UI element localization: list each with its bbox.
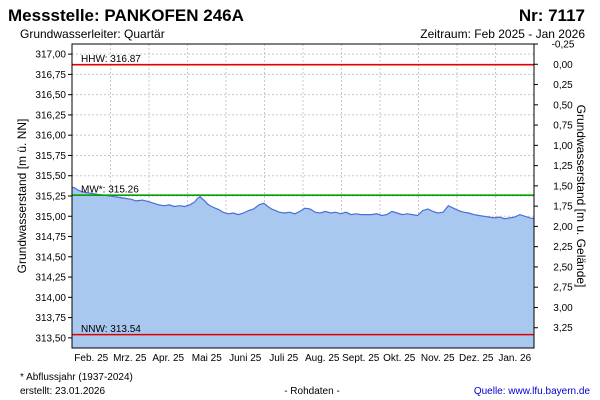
station-number: Nr: 7117 — [519, 6, 585, 25]
y2-tick-label: 0,75 — [553, 121, 573, 132]
y-tick-label: 314,75 — [35, 232, 66, 243]
x-tick-label: Mrz. 25 — [113, 353, 147, 364]
y2-tick-label: 2,50 — [553, 262, 573, 273]
y-tick-label: 313,50 — [35, 333, 66, 344]
y-axis-title: Grundwasserstand [m ü. NN] — [15, 119, 29, 274]
y2-tick-label: 1,25 — [553, 161, 573, 172]
mw-label: MW*: 315.26 — [81, 185, 139, 196]
x-tick-label: Feb. 25 — [74, 353, 108, 364]
aquifer-label: Grundwasserleiter: Quartär — [20, 27, 165, 41]
x-tick-label: Jan. 26 — [498, 353, 531, 364]
x-tick-label: Mai 25 — [192, 353, 222, 364]
rawdata-label: - Rohdaten - — [284, 386, 340, 397]
y2-tick-label: 3,25 — [553, 323, 573, 334]
y-tick-label: 316,50 — [35, 90, 66, 101]
hhw-label: HHW: 316.87 — [81, 54, 141, 65]
y-tick-label: 315,75 — [35, 151, 66, 162]
y-tick-label: 313,75 — [35, 313, 66, 324]
x-tick-label: Okt. 25 — [383, 353, 416, 364]
x-axis-ticks: Feb. 25 Mrz. 25 Apr. 25 Mai 25 Juni 25 Juli 2… — [74, 353, 531, 364]
series-area — [72, 187, 534, 348]
series-line — [71, 186, 535, 220]
nnw-label: NNW: 313.54 — [81, 324, 141, 335]
source-link[interactable]: Quelle: www.lfu.bayern.de — [474, 386, 591, 397]
y2-axis-title: Grundwasserstand [m u. Gelände] — [574, 105, 588, 288]
y2-tick-label: 2,25 — [553, 242, 573, 253]
reference-lines: HHW: 316.87 MW*: 315.26 NNW: 313.54 — [72, 54, 534, 336]
x-tick-label: Dez. 25 — [459, 353, 494, 364]
y2-tick-label: 2,75 — [553, 283, 573, 294]
y2-tick-label: -0,25 — [552, 40, 575, 51]
y-axis-ticks: 313,50 313,75 314,00 314,25 314,50 314,75 315,… — [35, 50, 72, 344]
y2-tick-label: 0,50 — [553, 100, 573, 111]
y2-tick-label: 0,25 — [553, 80, 573, 91]
y2-tick-label: 1,00 — [553, 141, 573, 152]
y-tick-label: 317,00 — [35, 50, 66, 61]
period-label: Zeitraum: Feb 2025 - Jan 2026 — [420, 27, 585, 41]
y-tick-label: 315,50 — [35, 171, 66, 182]
created-date: erstellt: 23.01.2026 — [20, 386, 105, 397]
x-tick-label: Sept. 25 — [342, 353, 380, 364]
footnote-abflussjahr: * Abflussjahr (1937-2024) — [20, 372, 133, 383]
y2-tick-label: 0,00 — [553, 60, 573, 71]
y2-axis-ticks: 3,25 3,00 2,75 2,50 2,25 2,00 1,75 1,50 1,25 1,00… — [534, 40, 575, 334]
y-tick-label: 314,25 — [35, 273, 66, 284]
x-tick-label: Nov. 25 — [421, 353, 455, 364]
x-tick-label: Juli 25 — [269, 353, 298, 364]
y-tick-label: 315,25 — [35, 192, 66, 203]
y-tick-label: 315,00 — [35, 212, 66, 223]
y-tick-label: 316,00 — [35, 131, 66, 142]
data-series — [71, 186, 535, 348]
y2-tick-label: 1,75 — [553, 202, 573, 213]
y2-tick-label: 2,00 — [553, 222, 573, 233]
y-tick-label: 316,25 — [35, 110, 66, 121]
x-tick-label: Apr. 25 — [152, 353, 184, 364]
x-tick-label: Juni 25 — [229, 353, 262, 364]
x-tick-label: Aug. 25 — [305, 353, 340, 364]
y-tick-label: 314,50 — [35, 252, 66, 263]
y-tick-label: 314,00 — [35, 293, 66, 304]
station-title: Messstelle: PANKOFEN 246A — [8, 6, 244, 25]
y2-tick-label: 1,50 — [553, 181, 573, 192]
y2-tick-label: 3,00 — [553, 303, 573, 314]
y-tick-label: 316,75 — [35, 70, 66, 81]
